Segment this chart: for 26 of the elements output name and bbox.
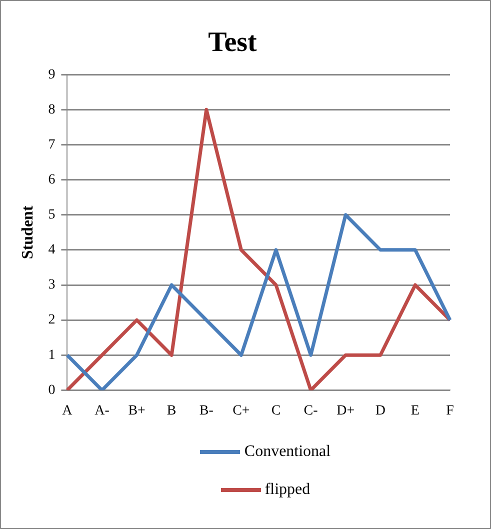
y-tick-label: 4 xyxy=(48,242,56,258)
x-tick-label: C xyxy=(271,403,281,418)
y-tick-label: 5 xyxy=(48,208,56,223)
x-tick-label: B- xyxy=(199,403,214,418)
x-tick-label: D+ xyxy=(336,403,355,418)
x-tick-label: B xyxy=(166,403,176,418)
legend-label: flipped xyxy=(264,481,310,499)
y-tick-label: 9 xyxy=(48,67,56,82)
y-tick-label: 2 xyxy=(48,312,56,328)
x-tick-label: A xyxy=(62,403,74,418)
y-tick-label: 1 xyxy=(48,348,56,363)
x-tick-label: B+ xyxy=(128,403,146,418)
y-axis-title: Student xyxy=(20,205,37,260)
x-tick-label: F xyxy=(446,403,454,418)
x-tick-label: E xyxy=(410,403,420,418)
y-tick-label: 0 xyxy=(48,382,56,398)
y-tick-label: 6 xyxy=(48,172,56,188)
x-tick-label: A- xyxy=(94,403,110,418)
x-tick-label: D xyxy=(375,403,386,418)
x-tick-label: C- xyxy=(304,403,318,418)
y-tick-label: 3 xyxy=(48,278,56,293)
legend-label: Conventional xyxy=(244,443,331,461)
y-tick-label: 7 xyxy=(48,137,56,152)
y-tick-label: 8 xyxy=(48,102,56,118)
chart-title: Test xyxy=(208,27,258,58)
x-tick-label: C+ xyxy=(232,403,250,418)
